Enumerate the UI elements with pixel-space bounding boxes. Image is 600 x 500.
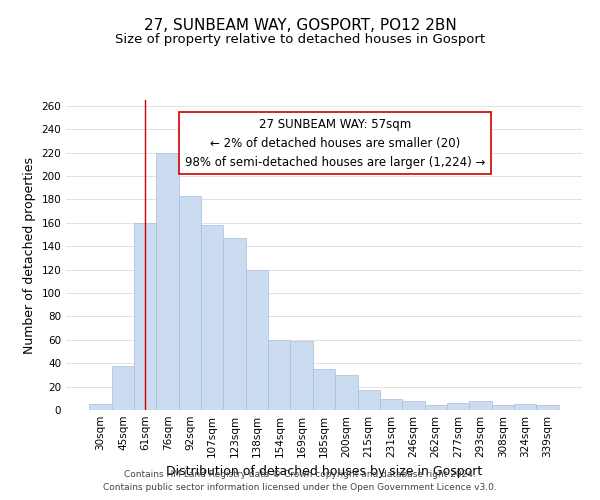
Bar [514,404,536,410]
Bar [469,400,491,410]
Bar [268,340,290,410]
Bar [246,270,268,410]
Bar [179,196,201,410]
Bar [402,400,425,410]
Bar [201,225,223,410]
Y-axis label: Number of detached properties: Number of detached properties [23,156,36,354]
Bar [112,366,134,410]
Bar [425,406,447,410]
Bar [380,400,402,410]
Bar [313,369,335,410]
Bar [223,238,246,410]
Bar [290,341,313,410]
Bar [335,375,358,410]
Bar [491,406,514,410]
Text: Size of property relative to detached houses in Gosport: Size of property relative to detached ho… [115,32,485,46]
X-axis label: Distribution of detached houses by size in Gosport: Distribution of detached houses by size … [166,466,482,478]
Bar [89,404,112,410]
Text: 27 SUNBEAM WAY: 57sqm
← 2% of detached houses are smaller (20)
98% of semi-detac: 27 SUNBEAM WAY: 57sqm ← 2% of detached h… [185,118,485,168]
Text: Contains HM Land Registry data © Crown copyright and database right 2024.
Contai: Contains HM Land Registry data © Crown c… [103,470,497,492]
Bar [447,403,469,410]
Bar [358,390,380,410]
Text: 27, SUNBEAM WAY, GOSPORT, PO12 2BN: 27, SUNBEAM WAY, GOSPORT, PO12 2BN [143,18,457,32]
Bar [134,223,157,410]
Bar [157,152,179,410]
Bar [536,406,559,410]
